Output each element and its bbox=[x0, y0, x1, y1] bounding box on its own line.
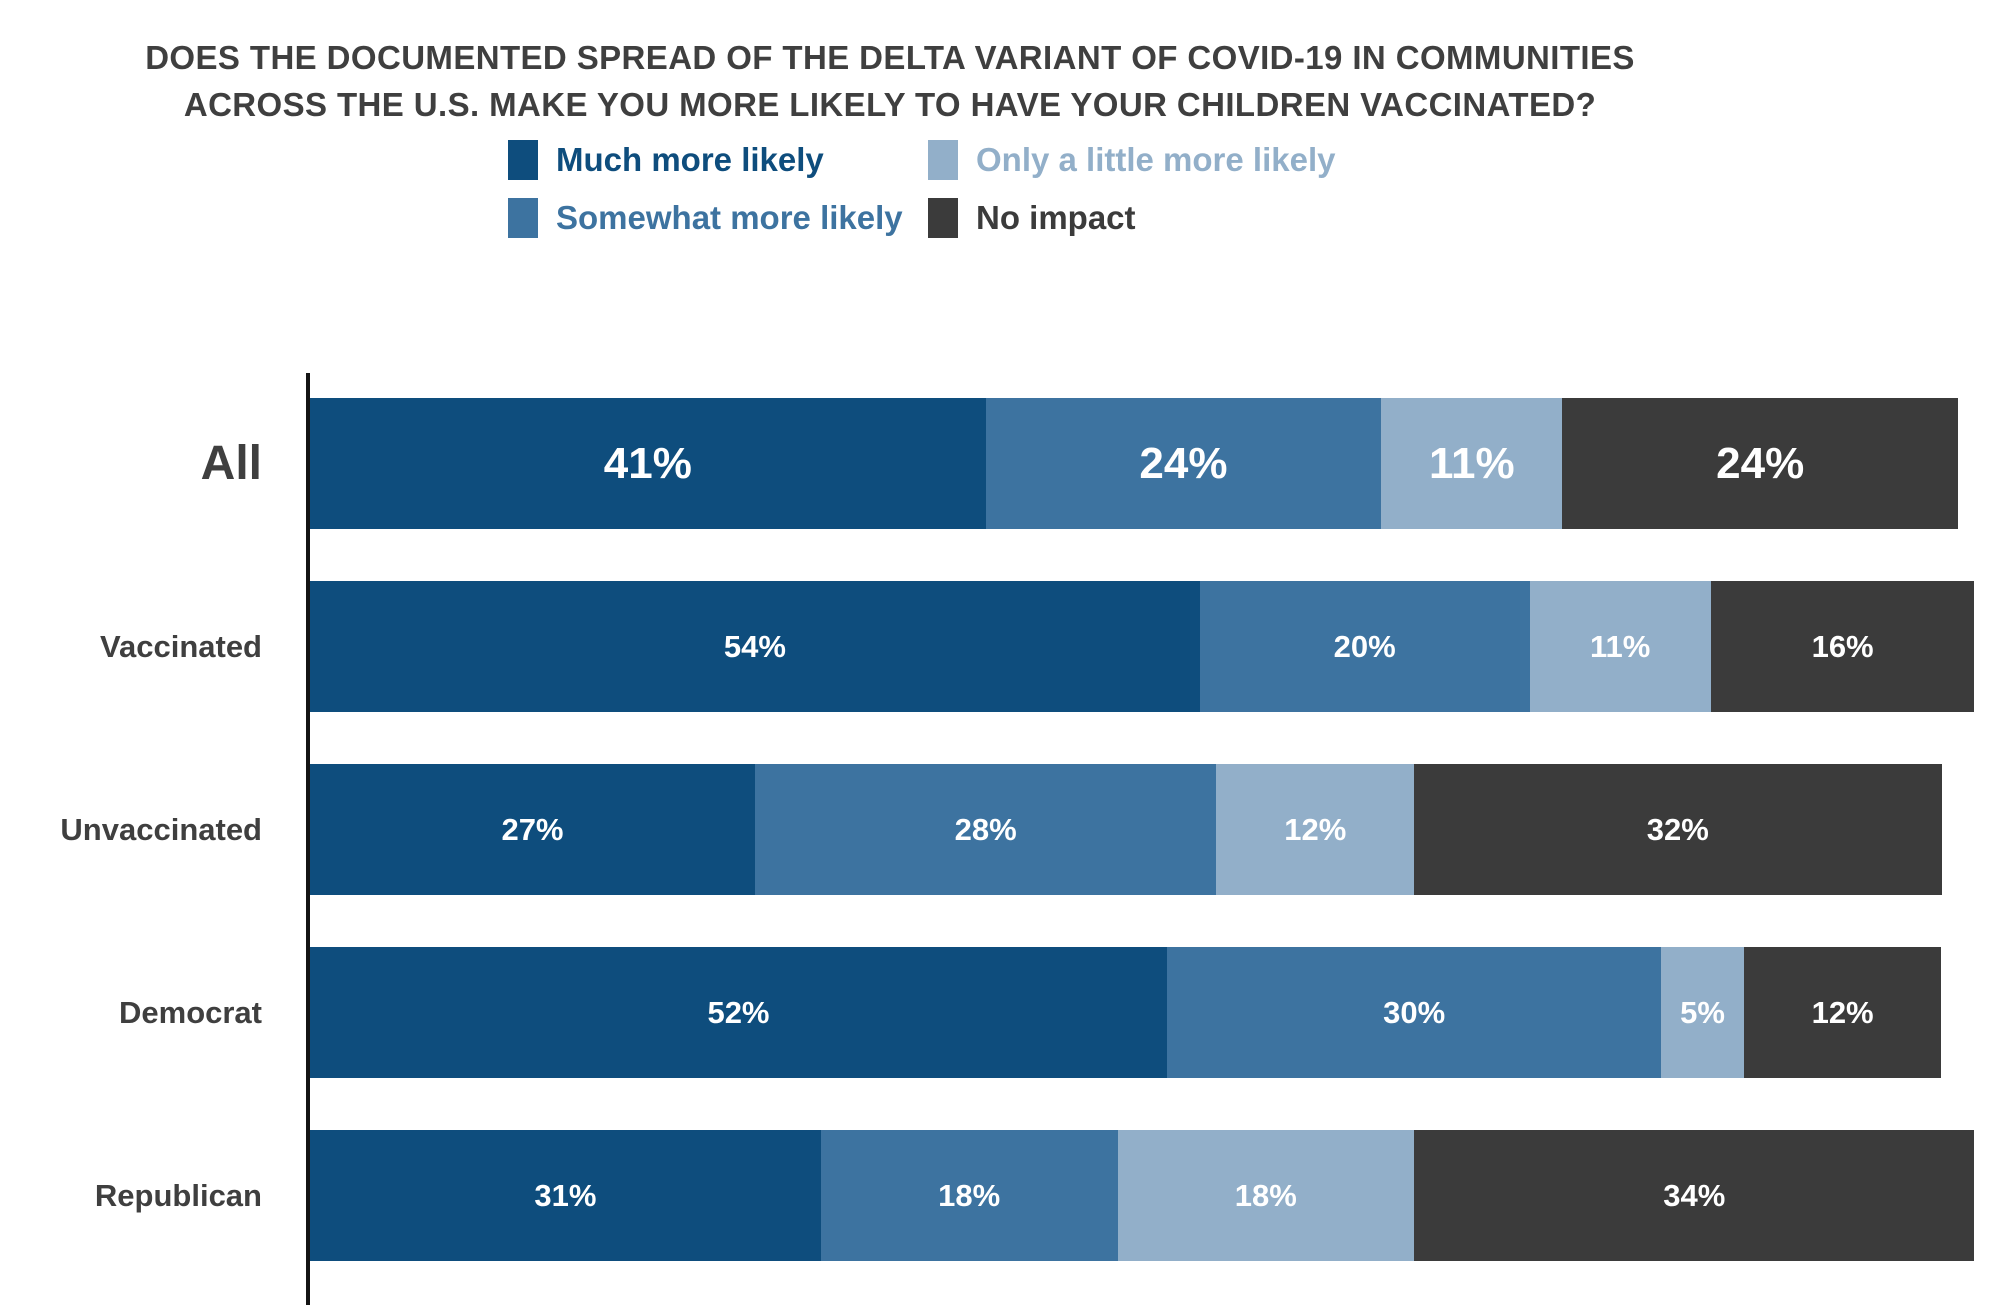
category-label: Democrat bbox=[119, 994, 262, 1030]
bar-segment: 28% bbox=[754, 764, 1217, 895]
bar-segment: 11% bbox=[1529, 581, 1711, 712]
segment-value: 28% bbox=[954, 811, 1017, 847]
category-label: All bbox=[200, 437, 262, 490]
stacked-bar: 41% 24% 11% 24% bbox=[310, 398, 1958, 529]
bar-segment: 12% bbox=[1216, 764, 1415, 895]
legend-swatch bbox=[928, 198, 958, 238]
legend-item: Somewhat more likely bbox=[508, 198, 928, 238]
bar-segment: 5% bbox=[1661, 947, 1744, 1078]
bar-segment: 30% bbox=[1166, 947, 1662, 1078]
segment-value: 18% bbox=[938, 1177, 1001, 1213]
legend-label: Only a little more likely bbox=[976, 141, 1336, 178]
segment-value: 30% bbox=[1383, 994, 1446, 1030]
stacked-bar: 27% 28% 12% 32% bbox=[310, 764, 1942, 895]
segment-value: 34% bbox=[1663, 1177, 1726, 1213]
segment-value: 24% bbox=[1716, 438, 1805, 488]
bar-segment: 18% bbox=[1117, 1130, 1415, 1261]
segment-value: 24% bbox=[1139, 438, 1228, 488]
segment-value: 32% bbox=[1646, 811, 1709, 847]
segment-value: 54% bbox=[723, 628, 786, 664]
bar-segment: 52% bbox=[310, 947, 1167, 1078]
segment-value: 52% bbox=[707, 994, 770, 1030]
bar-segment: 54% bbox=[310, 581, 1200, 712]
segment-value: 12% bbox=[1284, 811, 1347, 847]
bar-segment: 18% bbox=[820, 1130, 1118, 1261]
bar-segment: 31% bbox=[310, 1130, 821, 1261]
stacked-bar: 31% 18% 18% 34% bbox=[310, 1130, 1975, 1261]
legend-swatch bbox=[508, 198, 538, 238]
bar-segment: 12% bbox=[1743, 947, 1942, 1078]
bar-row: Republican 31% 18% 18% 34% bbox=[0, 1130, 1994, 1261]
legend-item: Only a little more likely bbox=[928, 140, 1335, 180]
segment-value: 5% bbox=[1680, 994, 1725, 1030]
segment-value: 16% bbox=[1811, 628, 1874, 664]
bar-segment: 34% bbox=[1414, 1130, 1975, 1261]
segment-value: 41% bbox=[603, 438, 692, 488]
bar-row: Democrat 52% 30% 5% 12% bbox=[0, 947, 1994, 1078]
y-axis-line bbox=[306, 373, 310, 1305]
segment-value: 20% bbox=[1333, 628, 1396, 664]
bar-segment: 20% bbox=[1199, 581, 1530, 712]
segment-value: 18% bbox=[1234, 1177, 1297, 1213]
bar-segment: 11% bbox=[1381, 398, 1563, 529]
bar-segment: 32% bbox=[1414, 764, 1942, 895]
legend-label: Much more likely bbox=[556, 141, 824, 178]
segment-value: 11% bbox=[1589, 628, 1651, 664]
chart-title-line2: ACROSS THE U.S. MAKE YOU MORE LIKELY TO … bbox=[183, 86, 1597, 123]
bar-row: Vaccinated 54% 20% 11% 16% bbox=[0, 581, 1994, 712]
segment-value: 11% bbox=[1429, 438, 1515, 488]
chart-title: DOES THE DOCUMENTED SPREAD OF THE DELTA … bbox=[0, 34, 1780, 128]
plot-area: All 41% 24% 11% 24% Vaccinated 54% 20% 11% 16% Unv… bbox=[0, 373, 1994, 1310]
segment-value: 31% bbox=[534, 1177, 597, 1213]
legend-item: Much more likely bbox=[508, 140, 928, 180]
legend: Much more likely Only a little more likel… bbox=[508, 140, 1335, 238]
legend-label: No impact bbox=[976, 199, 1136, 236]
bar-segment: 24% bbox=[985, 398, 1382, 529]
category-label: Unvaccinated bbox=[60, 811, 262, 847]
legend-swatch bbox=[928, 140, 958, 180]
bar-row: Unvaccinated 27% 28% 12% 32% bbox=[0, 764, 1994, 895]
category-label: Vaccinated bbox=[100, 628, 262, 664]
bar-row: All 41% 24% 11% 24% bbox=[0, 398, 1994, 529]
legend-label: Somewhat more likely bbox=[556, 199, 903, 236]
legend-swatch bbox=[508, 140, 538, 180]
chart-title-line1: DOES THE DOCUMENTED SPREAD OF THE DELTA … bbox=[145, 39, 1635, 76]
segment-value: 27% bbox=[501, 811, 564, 847]
segment-value: 12% bbox=[1811, 994, 1874, 1030]
bar-segment: 27% bbox=[310, 764, 755, 895]
legend-item: No impact bbox=[928, 198, 1335, 238]
bar-segment: 16% bbox=[1710, 581, 1975, 712]
stacked-bar: 52% 30% 5% 12% bbox=[310, 947, 1942, 1078]
stacked-bar: 54% 20% 11% 16% bbox=[310, 581, 1975, 712]
bar-segment: 41% bbox=[310, 398, 986, 529]
bar-segment: 24% bbox=[1562, 398, 1958, 529]
category-label: Republican bbox=[94, 1177, 262, 1213]
